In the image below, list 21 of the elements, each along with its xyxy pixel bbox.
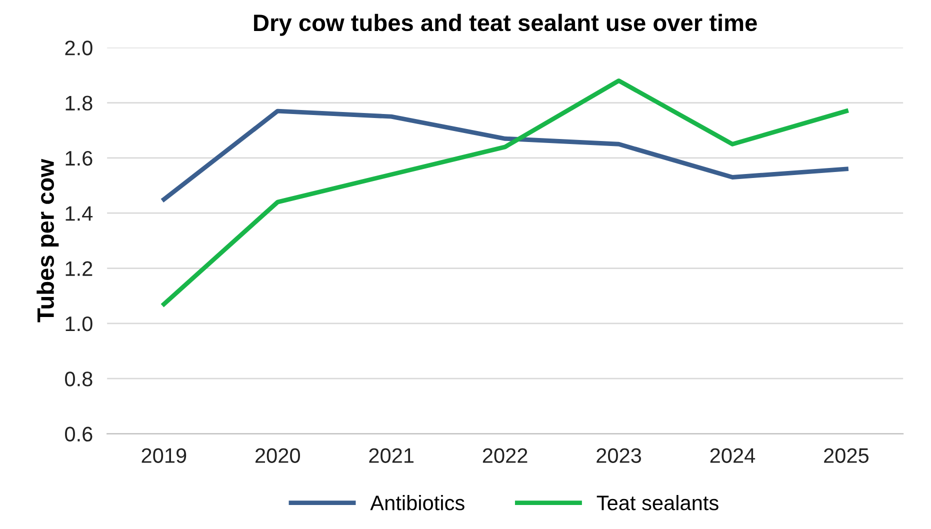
y-tick-label: 1.6	[66, 150, 92, 166]
y-tick-label: 0.6	[65, 426, 92, 442]
x-tick-label: 2022	[482, 448, 528, 463]
line-series	[162, 108, 848, 202]
y-tick-label: 2.0	[65, 40, 92, 56]
x-tick-label: 2019	[142, 448, 186, 463]
y-tick-label: 1.4	[66, 206, 93, 221]
x-tick-label: 2023	[596, 448, 642, 463]
legend-label: Antibiotics	[370, 495, 464, 510]
x-tick-label: 2025	[824, 448, 869, 463]
x-tick-label: 2020	[256, 448, 300, 463]
y-axis-title: Tubes per cow	[36, 158, 59, 322]
chart-title: Dry cow tubes and teat sealant use over time	[254, 14, 757, 36]
x-tick-label: 2024	[710, 448, 756, 463]
y-tick-label: 1.0	[66, 316, 92, 332]
x-tick-label: 2021	[369, 448, 414, 463]
y-tick-label: 1.8	[66, 96, 92, 111]
legend-label: Teat sealants	[596, 495, 718, 510]
y-tick-label: 1.2	[66, 261, 92, 276]
y-tick-label: 0.8	[65, 372, 92, 386]
line-series	[162, 78, 848, 306]
